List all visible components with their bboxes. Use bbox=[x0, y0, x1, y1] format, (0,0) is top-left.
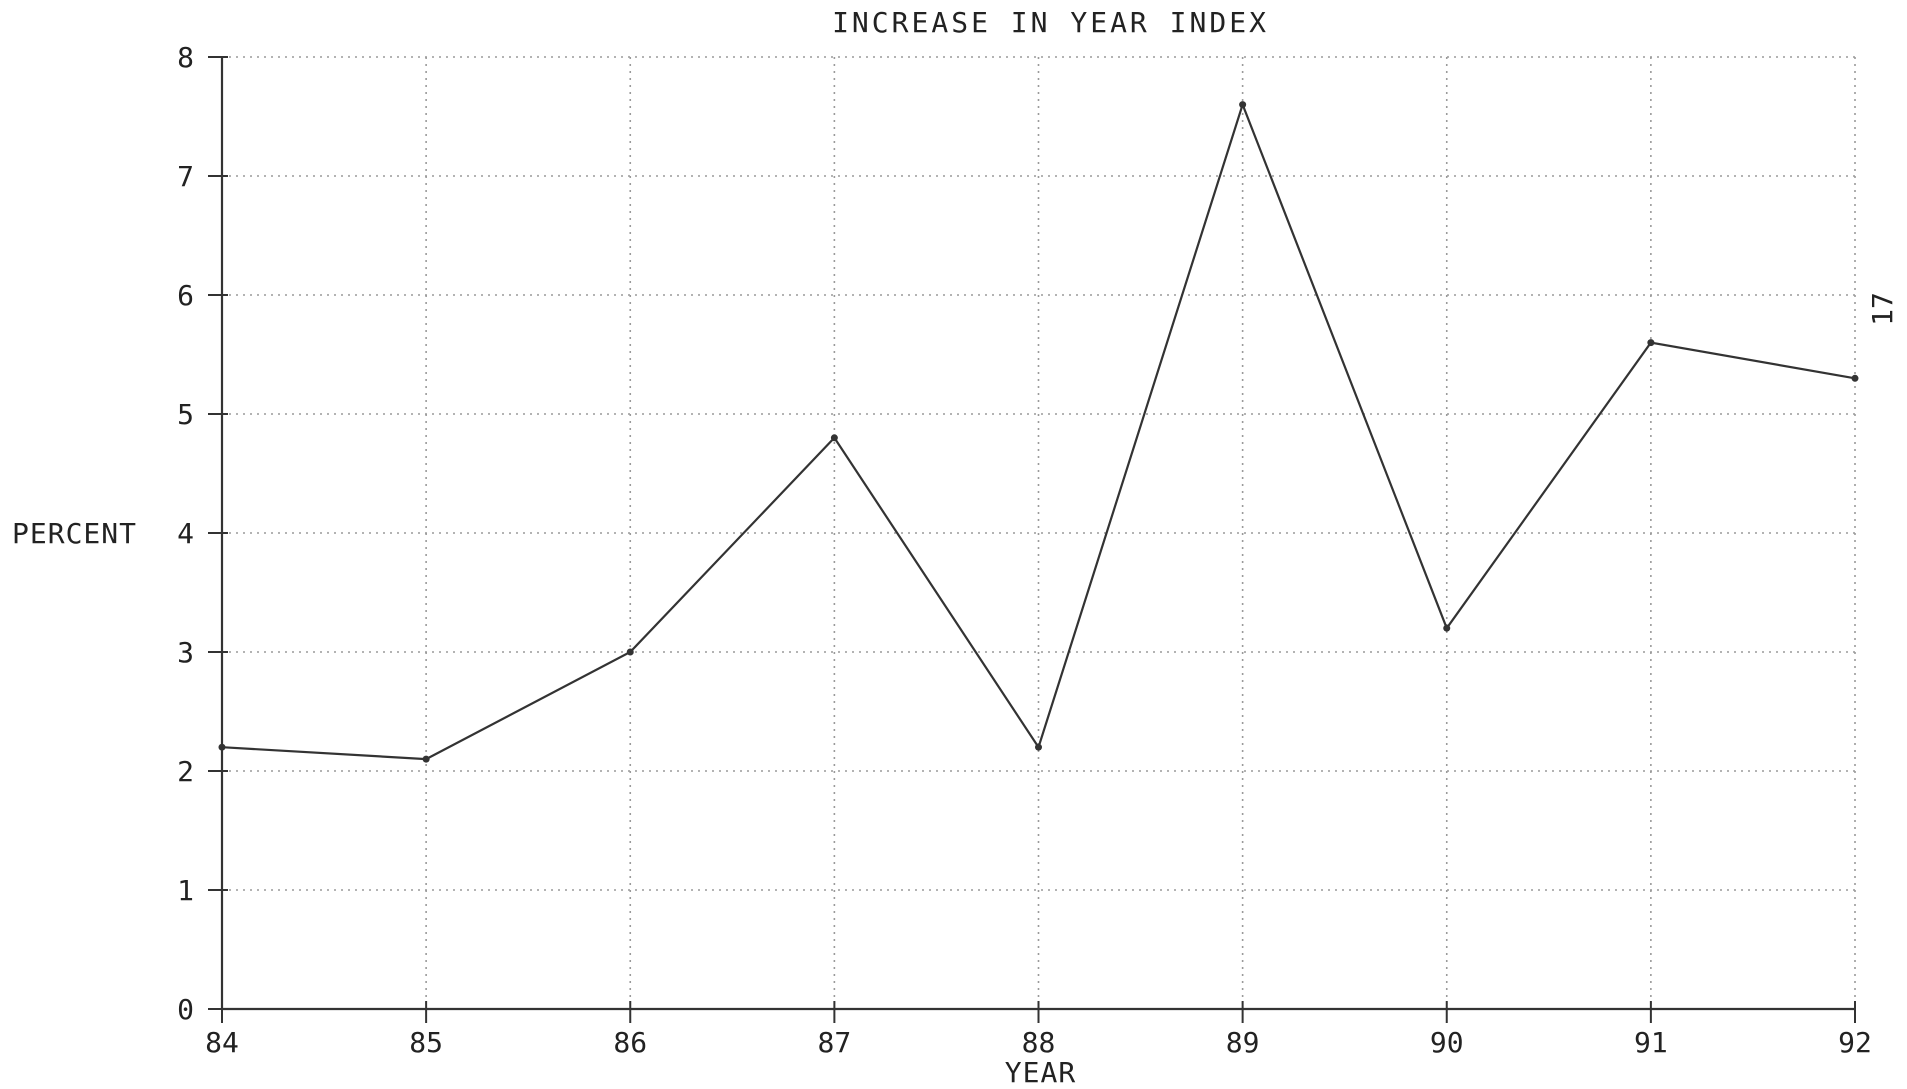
series-layer bbox=[218, 101, 1859, 763]
grid-layer bbox=[222, 56, 1856, 1009]
y-tick-labels: 0 1 2 3 4 5 6 7 8 bbox=[177, 41, 194, 1026]
y-tick-label: 4 bbox=[177, 517, 194, 550]
x-tick-label: 84 bbox=[205, 1026, 239, 1059]
x-tick-label: 91 bbox=[1634, 1026, 1668, 1059]
chart-title: INCREASE IN YEAR INDEX bbox=[832, 6, 1269, 39]
data-point bbox=[830, 434, 838, 442]
y-tick-label: 3 bbox=[177, 636, 194, 669]
x-tick-label: 85 bbox=[409, 1026, 443, 1059]
data-point bbox=[1035, 743, 1042, 751]
x-axis-label: YEAR bbox=[1005, 1056, 1076, 1089]
x-tick-label: 88 bbox=[1022, 1026, 1056, 1059]
data-point bbox=[1239, 101, 1247, 109]
tick-marks bbox=[208, 56, 1856, 1023]
y-tick-label: 2 bbox=[177, 755, 194, 788]
y-tick-label: 8 bbox=[177, 41, 194, 74]
side-note: 17 bbox=[1866, 292, 1899, 326]
data-point bbox=[218, 743, 226, 751]
data-point bbox=[422, 755, 430, 763]
data-point bbox=[1443, 624, 1451, 632]
data-point bbox=[626, 648, 634, 656]
y-tick-label: 6 bbox=[177, 279, 194, 312]
x-tick-label: 90 bbox=[1430, 1026, 1464, 1059]
y-tick-label: 1 bbox=[177, 874, 194, 907]
data-point bbox=[1851, 374, 1859, 382]
x-tick-labels: 84 85 86 87 88 89 90 91 92 bbox=[205, 1026, 1872, 1059]
x-tick-label: 87 bbox=[818, 1026, 852, 1059]
x-tick-label: 86 bbox=[613, 1026, 647, 1059]
y-tick-label: 5 bbox=[177, 398, 194, 431]
y-axis-label: PERCENT bbox=[12, 517, 137, 550]
x-tick-label: 89 bbox=[1226, 1026, 1260, 1059]
y-tick-label: 0 bbox=[177, 993, 194, 1026]
y-tick-label: 7 bbox=[177, 160, 194, 193]
x-tick-label: 92 bbox=[1838, 1026, 1872, 1059]
data-point bbox=[1647, 339, 1655, 347]
